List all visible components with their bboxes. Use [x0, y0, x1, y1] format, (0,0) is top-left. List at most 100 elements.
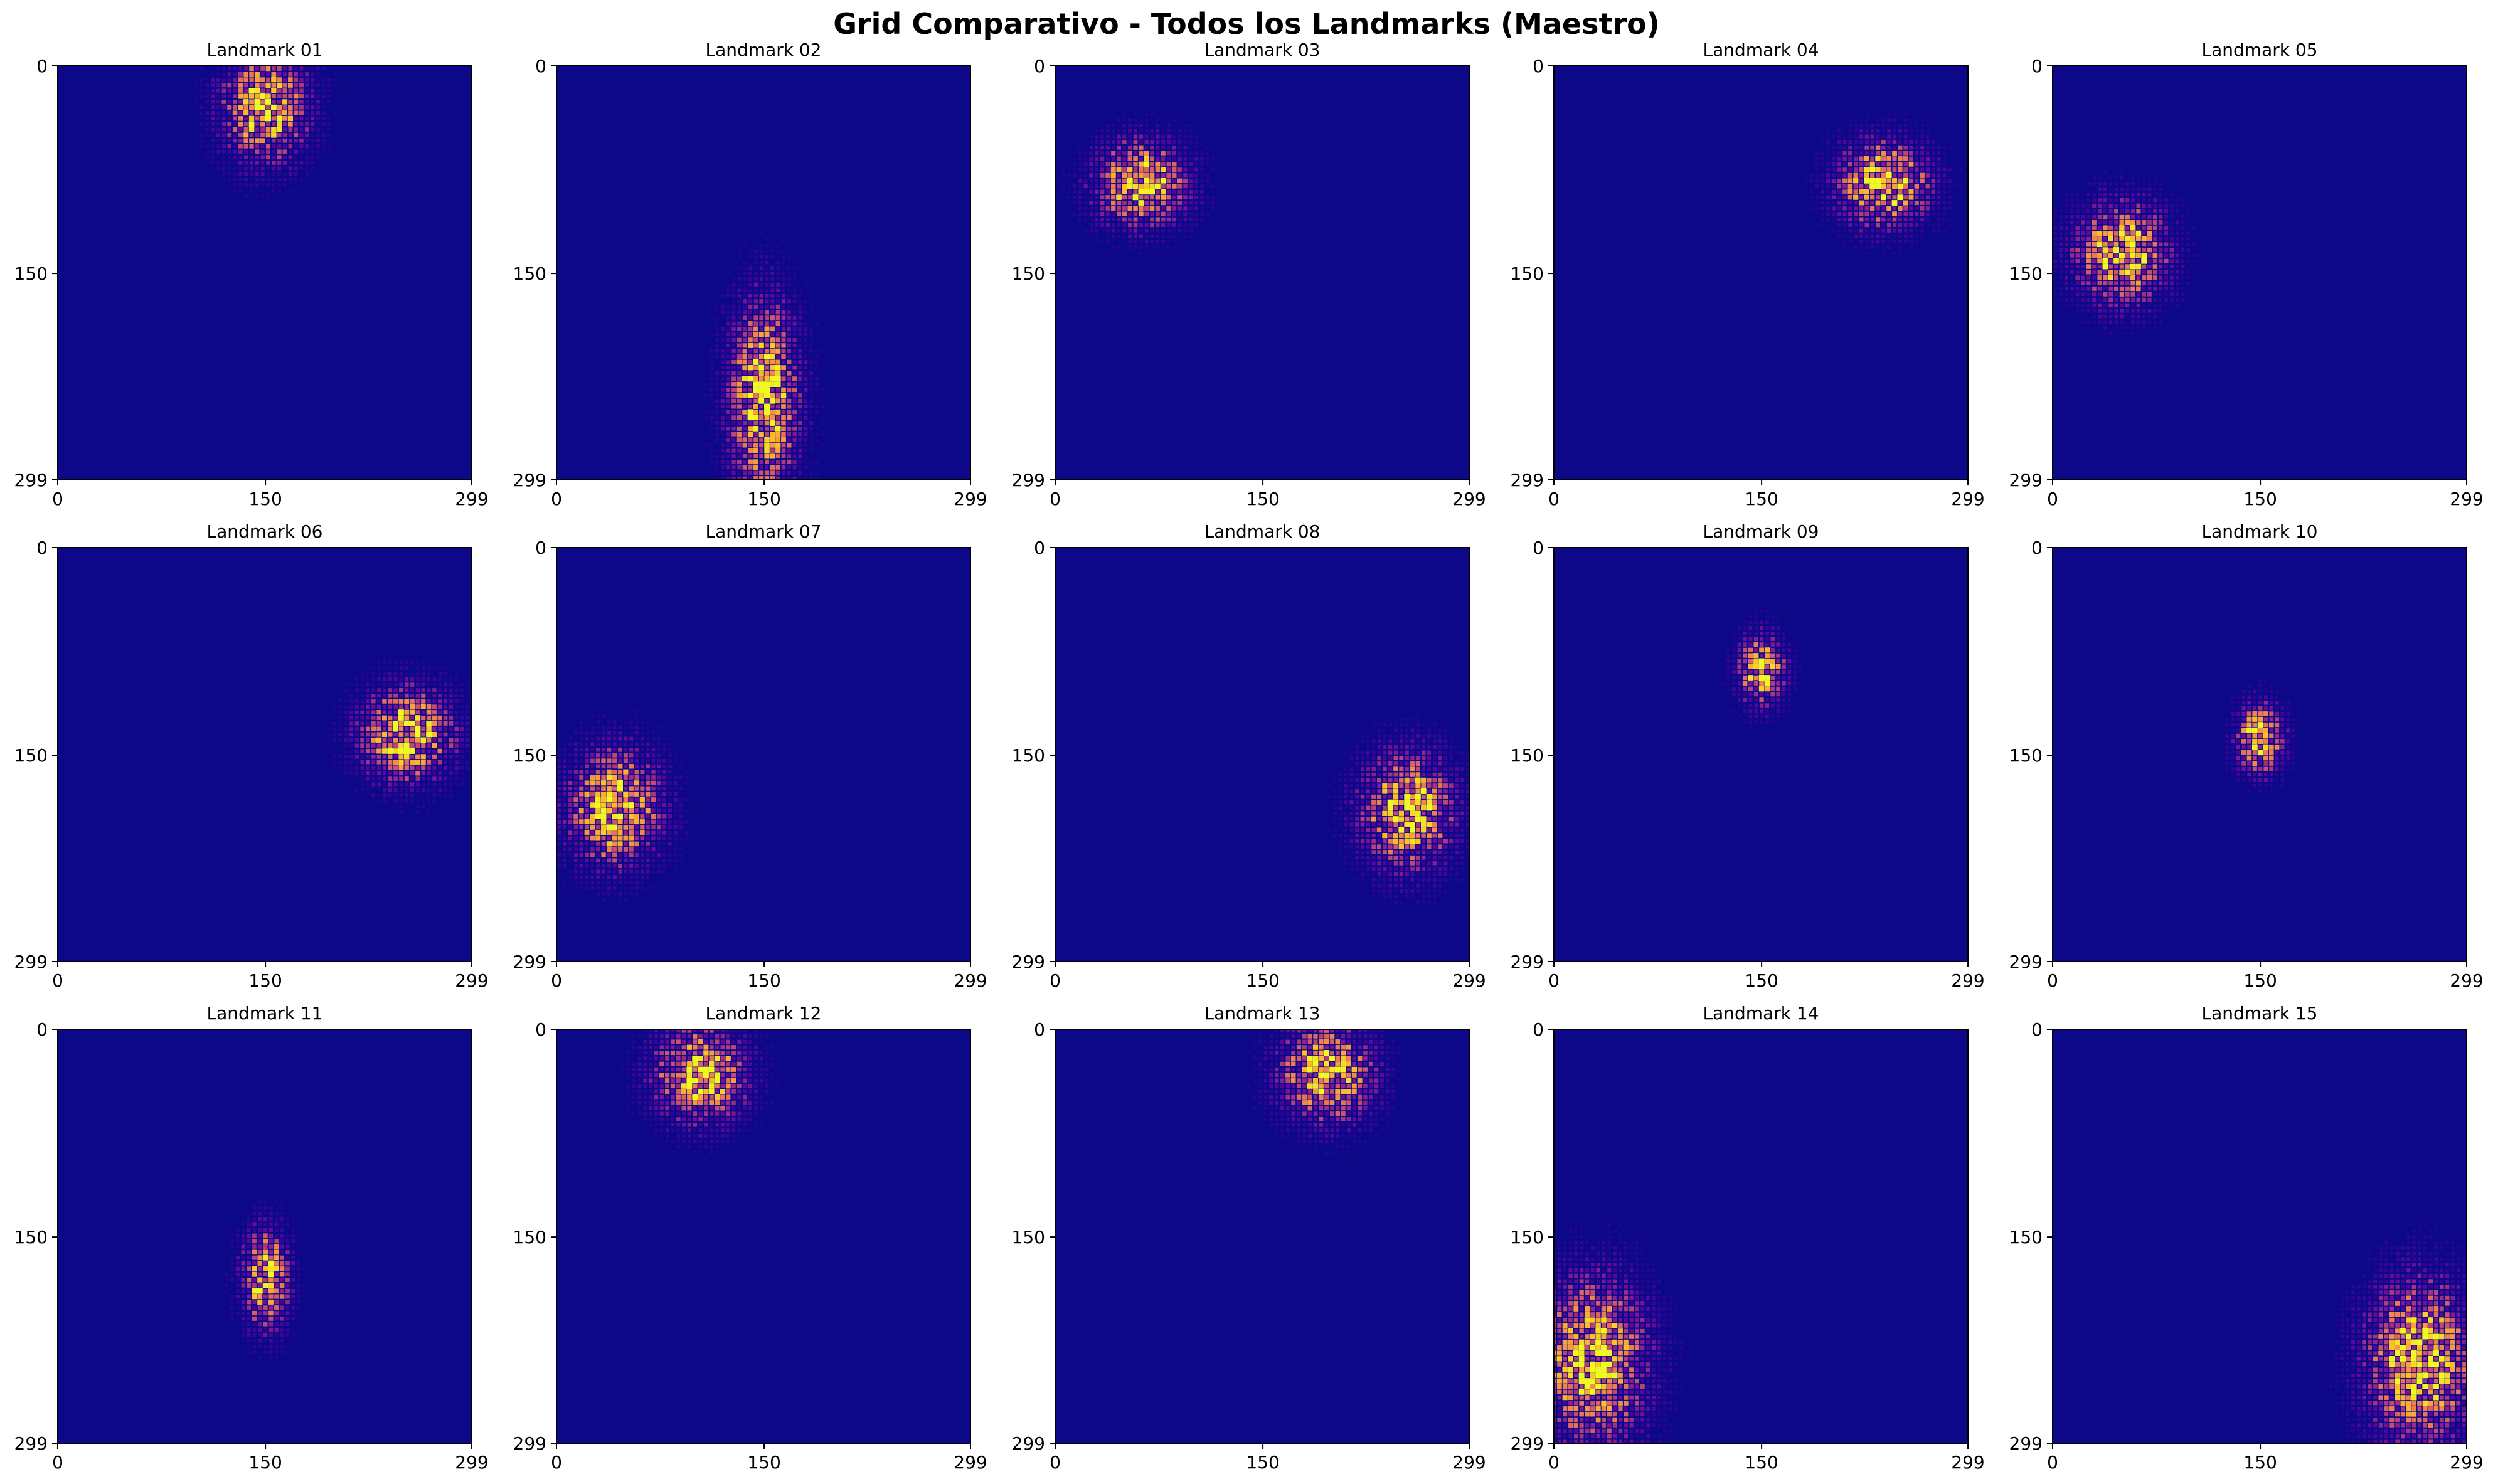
x-tick-label: 0 [52, 970, 63, 991]
axes-frame [1055, 65, 1470, 480]
x-tick-label: 150 [747, 489, 780, 509]
x-tick-label: 299 [1951, 489, 1984, 509]
panel-title: Landmark 07 [706, 521, 822, 542]
axes-frame [2052, 65, 2467, 480]
y-tick-label: 299 [1012, 1433, 1045, 1454]
panel-title: Landmark 14 [1703, 1003, 1819, 1024]
y-tick-label: 0 [1034, 1019, 1045, 1040]
x-tick-label: 299 [954, 489, 987, 509]
x-tick-label: 0 [2047, 489, 2058, 509]
panel-title: Landmark 09 [1703, 521, 1819, 542]
axes-frame [57, 1029, 472, 1444]
axes-frame [1055, 1029, 1470, 1444]
x-tick-label: 150 [1745, 1452, 1778, 1473]
y-tick-label: 150 [2009, 263, 2043, 284]
x-tick-label: 299 [1452, 1452, 1486, 1473]
y-tick-label: 299 [14, 470, 48, 490]
y-tick-label: 150 [513, 745, 546, 766]
panel-title: Landmark 03 [1204, 40, 1321, 60]
axes-frame [556, 1029, 971, 1444]
x-tick-label: 0 [2047, 1452, 2058, 1473]
heatmap-background [1055, 548, 1469, 962]
y-tick-label: 0 [535, 538, 546, 558]
y-tick-label: 299 [2009, 951, 2043, 972]
x-tick-label: 150 [2243, 1452, 2277, 1473]
hotspot [2053, 165, 2201, 335]
y-tick-label: 299 [14, 951, 48, 972]
x-tick-label: 0 [1050, 1452, 1061, 1473]
x-tick-label: 0 [551, 489, 562, 509]
y-tick-label: 0 [1533, 56, 1544, 77]
y-tick-label: 0 [1034, 538, 1045, 558]
x-tick-label: 299 [1452, 489, 1486, 509]
y-tick-label: 299 [513, 470, 546, 490]
y-tick-label: 0 [2031, 538, 2043, 558]
heatmap-background [1055, 66, 1469, 480]
y-tick-label: 0 [535, 1019, 546, 1040]
y-tick-label: 299 [2009, 470, 2043, 490]
y-tick-label: 299 [1511, 470, 1544, 490]
x-tick-label: 299 [1951, 970, 1984, 991]
y-tick-label: 299 [14, 1433, 48, 1454]
x-tick-label: 0 [2047, 970, 2058, 991]
x-tick-label: 0 [551, 1452, 562, 1473]
panel-title: Landmark 02 [706, 40, 822, 60]
heatmap-background [1554, 66, 1968, 480]
axes-frame [556, 65, 971, 480]
y-tick-label: 150 [1511, 263, 1544, 284]
x-tick-label: 0 [52, 489, 63, 509]
y-tick-label: 150 [1511, 745, 1544, 766]
x-tick-label: 150 [2243, 970, 2277, 991]
y-tick-label: 0 [1533, 1019, 1544, 1040]
y-tick-label: 299 [513, 951, 546, 972]
x-tick-label: 0 [1548, 1452, 1560, 1473]
y-tick-label: 0 [36, 1019, 48, 1040]
hotspot [1061, 112, 1221, 255]
x-tick-label: 150 [1745, 970, 1778, 991]
x-tick-label: 299 [2450, 489, 2483, 509]
x-tick-label: 150 [1246, 1452, 1279, 1473]
hotspot [2219, 679, 2301, 793]
x-tick-label: 150 [248, 1452, 282, 1473]
hotspot [194, 66, 337, 203]
y-tick-label: 299 [1012, 470, 1045, 490]
axes-frame [556, 547, 971, 962]
y-tick-label: 0 [2031, 1019, 2043, 1040]
axes-frame [1553, 1029, 1969, 1444]
axes-frame [57, 547, 472, 962]
y-tick-label: 299 [513, 1433, 546, 1454]
x-tick-label: 150 [747, 1452, 780, 1473]
hotspot [2324, 1224, 2467, 1443]
panel-title: Landmark 10 [2202, 521, 2318, 542]
x-tick-label: 150 [248, 970, 282, 991]
axes-frame [1553, 547, 1969, 962]
axes-frame [2052, 547, 2467, 962]
axes-frame [1055, 547, 1470, 962]
y-tick-label: 150 [1012, 263, 1045, 284]
y-tick-label: 150 [2009, 1227, 2043, 1248]
axes-frame [1553, 65, 1969, 480]
panel-title: Landmark 04 [1703, 40, 1819, 60]
hotspot [1327, 712, 1469, 909]
y-tick-label: 150 [2009, 745, 2043, 766]
x-tick-label: 150 [1246, 970, 1279, 991]
panel-title: Landmark 05 [2202, 40, 2318, 60]
y-tick-label: 150 [513, 1227, 546, 1248]
y-tick-label: 150 [1511, 1227, 1544, 1248]
panel-title: Landmark 12 [706, 1003, 822, 1024]
heatmap-background [1554, 548, 1968, 962]
x-tick-label: 299 [1951, 1452, 1984, 1473]
x-tick-label: 299 [2450, 970, 2483, 991]
y-tick-label: 299 [2009, 1433, 2043, 1454]
y-tick-label: 0 [36, 56, 48, 77]
heatmap-background [58, 548, 472, 962]
